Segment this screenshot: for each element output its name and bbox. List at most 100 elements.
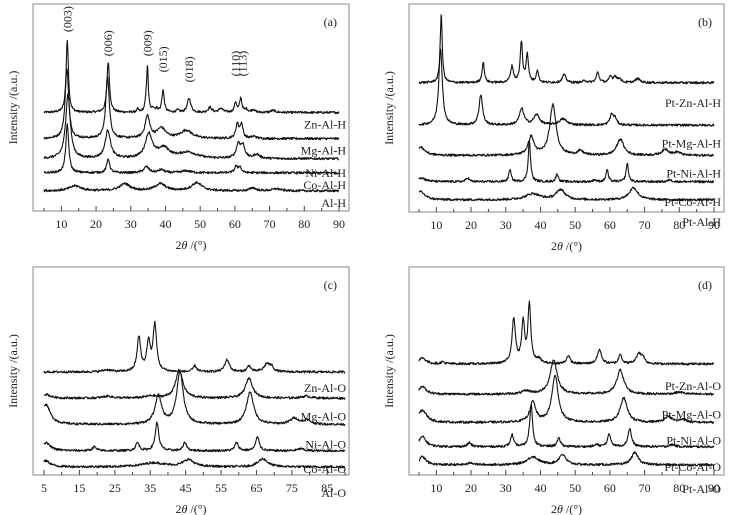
series-label: Pt-Zn-Al-O xyxy=(665,379,721,393)
x-tick-label: 80 xyxy=(298,217,310,231)
x-axis-label: 2θ /(°) xyxy=(551,239,582,253)
series-trace-pt-mg-al-h xyxy=(418,48,715,127)
x-tick-label: 60 xyxy=(604,218,616,232)
series-label: Pt-Ni-Al-H xyxy=(666,167,721,181)
plot-frame xyxy=(408,266,725,476)
x-tick-label: 30 xyxy=(500,481,512,495)
series-trace-al-o xyxy=(43,457,346,469)
series-trace-pt-ni-al-h xyxy=(418,102,715,157)
panel-d: 10 20 30 40 50 60 70 80 90 2θ /(°) Intensity /(a.u… xyxy=(382,266,725,515)
x-tick-label: 50 xyxy=(569,481,581,495)
x-tick-label: 85 xyxy=(321,481,333,495)
miller-index-label: (009) xyxy=(140,30,154,56)
x-tick-label: 50 xyxy=(569,218,581,232)
series-label: Mg-Al-O xyxy=(301,409,347,423)
x-tick-label: 10 xyxy=(430,218,442,232)
series-trace-al-h xyxy=(43,181,340,193)
x-tick-label: 70 xyxy=(264,217,276,231)
series-label: Co-Al-H xyxy=(303,178,346,192)
x-tick-label: 30 xyxy=(500,218,512,232)
x-axis-label: 2θ /(°) xyxy=(175,502,206,515)
plot-frame xyxy=(32,266,350,476)
panel-b: 10 20 30 40 50 60 70 80 90 2θ /(°) Intensity /(a.u… xyxy=(382,3,725,253)
x-tick-label: 10 xyxy=(55,217,67,231)
series-trace-co-al-o xyxy=(43,421,346,453)
series-trace-zn-al-o xyxy=(43,320,346,374)
x-tick-label: 90 xyxy=(708,218,720,232)
panel-c: 5 15 25 35 45 55 65 75 85 2θ /(°) Intensity /(a.u.… xyxy=(6,266,350,515)
x-tick-label: 80 xyxy=(673,218,685,232)
panel-a: 10 20 30 40 50 60 70 80 90 2θ /(°) Intensity /(a.u… xyxy=(6,3,350,252)
x-tick-label: 10 xyxy=(430,481,442,495)
x-tick-label: 60 xyxy=(229,217,241,231)
series-label: Pt-Mg-Al-O xyxy=(662,407,722,421)
series-label: Ni-Al-O xyxy=(305,438,346,452)
series-label: Mg-Al-H xyxy=(301,144,347,158)
series-label: Pt-Al-H xyxy=(682,215,721,229)
x-tick-label: 50 xyxy=(194,217,206,231)
series-trace-pt-ni-al-o xyxy=(418,374,715,424)
series-label: Pt-Mg-Al-H xyxy=(662,136,722,150)
series-trace-pt-mg-al-o xyxy=(418,359,715,396)
x-axis-label: 2θ /(°) xyxy=(175,238,206,252)
series-label: Al-H xyxy=(321,196,346,210)
y-axis-label: Intensity /(a.u.) xyxy=(6,71,20,145)
x-tick-label: 90 xyxy=(333,217,345,231)
x-tick-label: 60 xyxy=(604,481,616,495)
x-tick-label: 5 xyxy=(41,481,47,495)
series-trace-pt-co-al-o xyxy=(418,404,715,449)
series-trace-pt-zn-al-h xyxy=(418,14,715,85)
x-tick-label: 70 xyxy=(639,218,651,232)
miller-index-label: (003) xyxy=(60,6,74,32)
x-tick-label: 20 xyxy=(90,217,102,231)
x-tick-label: 35 xyxy=(144,481,156,495)
miller-index-label: (110) xyxy=(229,51,243,77)
series-trace-ni-al-h xyxy=(43,93,340,161)
x-tick-label: 90 xyxy=(708,481,720,495)
y-axis-label: Intensity /(a.u.) xyxy=(382,334,396,408)
series-label: Pt-Zn-Al-H xyxy=(665,96,721,110)
x-tick-label: 40 xyxy=(534,218,546,232)
panel-label: (c) xyxy=(324,278,337,292)
x-tick-label: 20 xyxy=(465,481,477,495)
x-tick-label: 75 xyxy=(286,481,298,495)
series-trace-mg-al-h xyxy=(43,68,340,141)
x-tick-label: 40 xyxy=(534,481,546,495)
series-trace-pt-co-al-h xyxy=(418,140,715,184)
series-label: Zn-Al-O xyxy=(304,381,346,395)
x-tick-label: 20 xyxy=(465,218,477,232)
plot-frame xyxy=(32,3,350,212)
x-tick-label: 15 xyxy=(73,481,85,495)
series-label: Co-Al-O xyxy=(303,462,346,476)
miller-index-label: (113) xyxy=(236,51,250,77)
x-tick-label: 45 xyxy=(180,481,192,495)
x-tick-label: 30 xyxy=(125,217,137,231)
x-tick-label: 40 xyxy=(159,217,171,231)
x-tick-label: 70 xyxy=(639,481,651,495)
miller-index-label: (018) xyxy=(182,56,196,82)
x-tick-label: 25 xyxy=(109,481,121,495)
series-label: Pt-Co-Al-O xyxy=(664,460,721,474)
x-tick-label: 65 xyxy=(250,481,262,495)
series-trace-pt-al-o xyxy=(418,451,715,467)
series-trace-zn-al-h xyxy=(43,39,340,115)
panel-label: (b) xyxy=(698,15,712,29)
miller-index-label: (015) xyxy=(156,46,170,72)
series-trace-ni-al-o xyxy=(43,370,346,426)
x-tick-label: 80 xyxy=(673,481,685,495)
plot-frame xyxy=(408,3,725,213)
series-label: Zn-Al-H xyxy=(304,118,346,132)
panel-label: (d) xyxy=(698,278,712,292)
miller-index-label: (006) xyxy=(101,30,115,56)
y-axis-label: Intensity /(a.u.) xyxy=(6,334,20,408)
panel-label: (a) xyxy=(324,15,337,29)
series-label: Pt-Al-O xyxy=(682,482,721,496)
series-trace-co-al-h xyxy=(43,123,340,175)
y-axis-label: Intensity /(a.u.) xyxy=(382,71,396,145)
series-trace-pt-al-h xyxy=(418,186,715,202)
series-label: Al-O xyxy=(321,486,346,500)
x-axis-label: 2θ /(°) xyxy=(551,502,582,515)
series-label: Pt-Ni-Al-O xyxy=(666,434,721,448)
series-trace-pt-zn-al-o xyxy=(418,300,715,366)
